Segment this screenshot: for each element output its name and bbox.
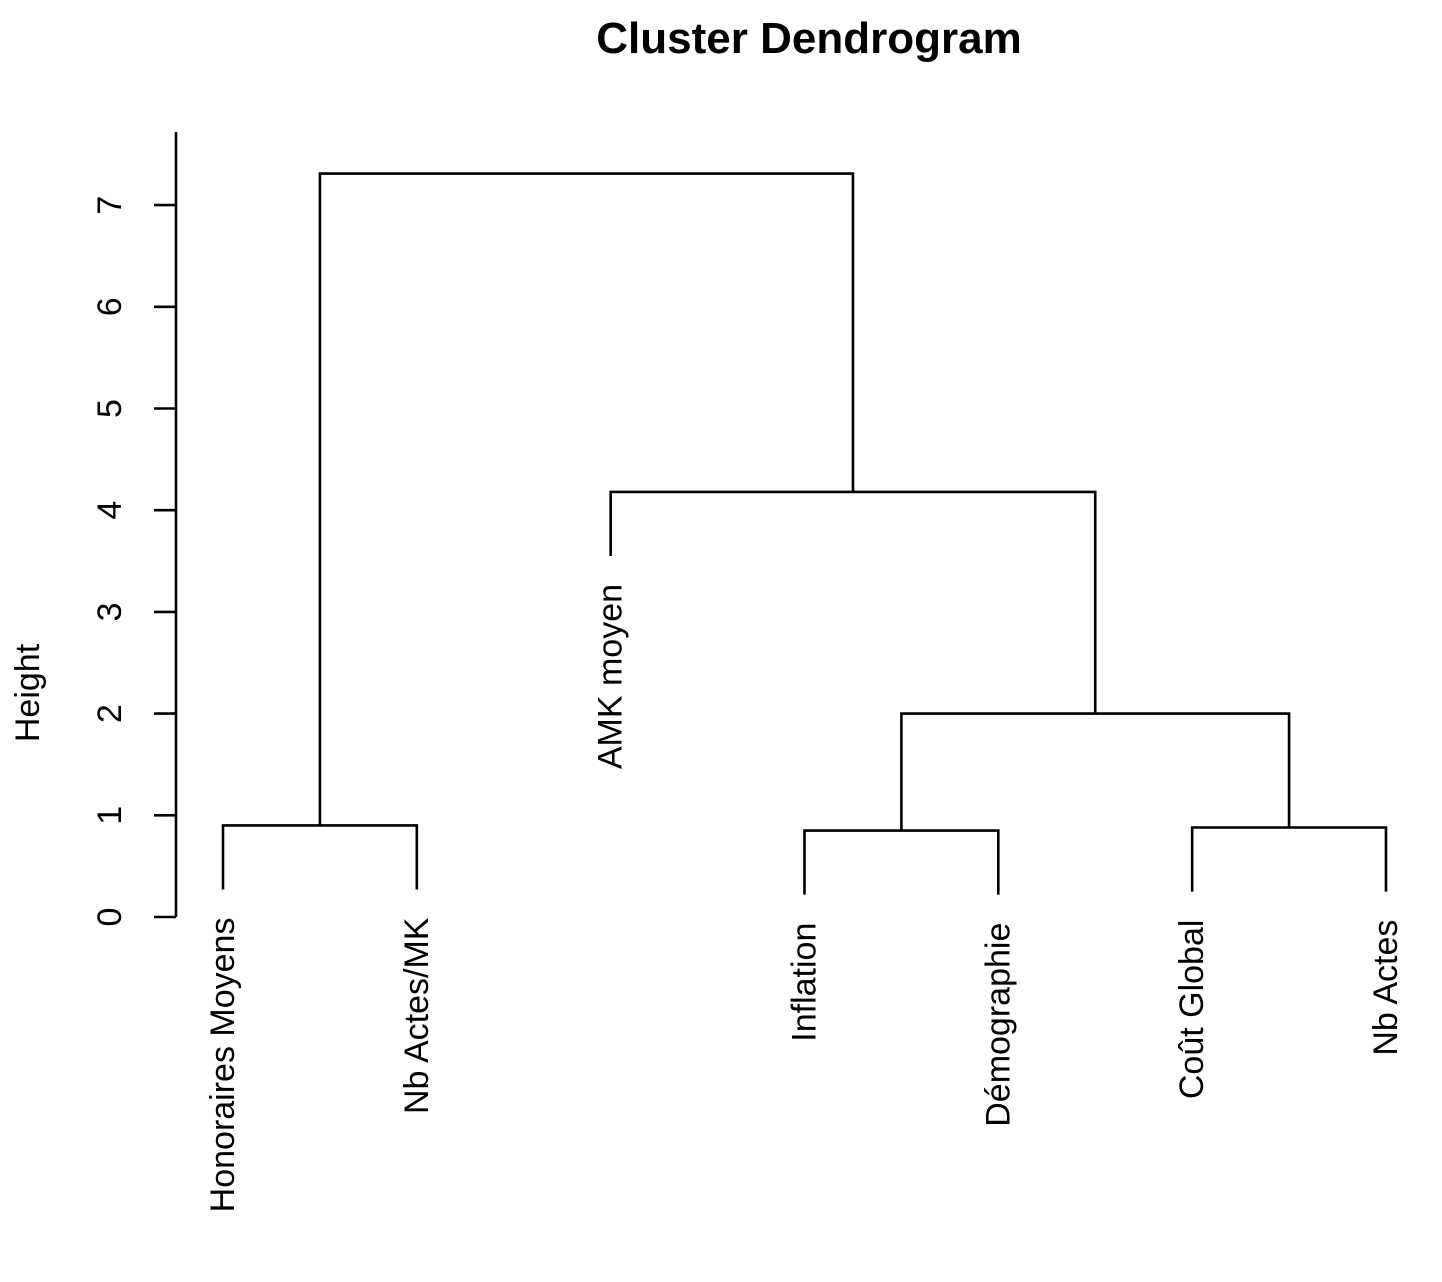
dendrogram-link-m1 (221, 824, 419, 890)
leaf-label: Coût Global (1173, 920, 1211, 1100)
y-axis-tick-label: 7 (91, 196, 129, 215)
leaf-label: Honoraires Moyens (204, 918, 242, 1213)
dendrogram-link-m6 (318, 172, 855, 826)
y-axis-tick-label: 4 (91, 501, 129, 520)
y-axis-tick-label: 6 (91, 297, 129, 316)
y-axis-tick-label: 0 (91, 908, 129, 927)
dendrogram-link-m3 (1190, 826, 1388, 892)
leaf-label: AMK moyen (592, 584, 630, 769)
leaf-label: Nb Actes/MK (398, 917, 436, 1114)
y-axis-tick-label: 3 (91, 602, 129, 621)
y-axis-tick-label: 5 (91, 399, 129, 418)
y-axis-tick-label: 2 (91, 704, 129, 723)
leaf-label: Démographie (979, 923, 1017, 1127)
y-axis-title: Height (9, 643, 47, 742)
y-axis-tick-label: 1 (91, 806, 129, 825)
dendrogram-link-m2 (803, 829, 1000, 895)
leaf-label: Nb Actes (1367, 920, 1405, 1056)
dendrogram-link-m4 (900, 712, 1291, 831)
dendrogram-link-m5 (609, 490, 1097, 714)
chart-title: Cluster Dendrogram (596, 14, 1022, 63)
leaf-label: Inflation (785, 923, 823, 1042)
